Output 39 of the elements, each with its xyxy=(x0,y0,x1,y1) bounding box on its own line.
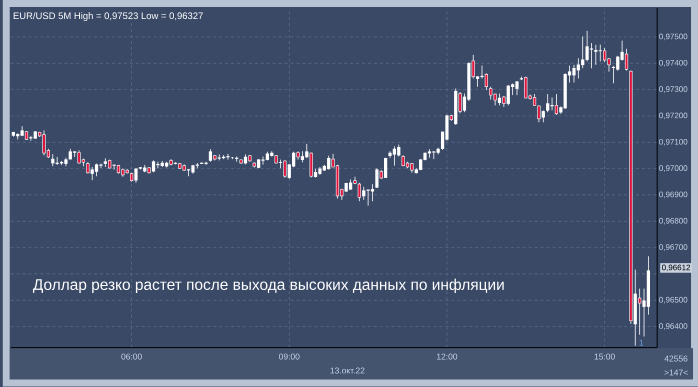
x-tick-label: 15:00 xyxy=(594,353,615,360)
text: >147< xyxy=(664,369,688,376)
candlestick xyxy=(42,130,46,156)
candlestick xyxy=(208,148,212,162)
candlestick xyxy=(554,93,558,116)
candlestick xyxy=(498,92,502,106)
candlestick xyxy=(402,154,405,166)
candlestick xyxy=(532,93,536,106)
candlestick xyxy=(397,144,400,157)
x-tick-label: 06:00 xyxy=(121,353,142,360)
candlestick xyxy=(484,72,488,90)
candlestick xyxy=(77,150,81,164)
text: 42556 xyxy=(664,355,688,362)
candlestick xyxy=(515,80,519,96)
candlestick xyxy=(550,96,554,111)
candlestick xyxy=(537,104,541,122)
candlestick xyxy=(590,42,594,68)
candlestick xyxy=(244,154,248,165)
candlestick xyxy=(542,110,545,122)
candlestick xyxy=(616,55,620,71)
candlestick xyxy=(370,183,374,202)
candlestick xyxy=(261,156,265,165)
candlestick xyxy=(283,160,287,178)
candlestick xyxy=(152,160,156,172)
candlestick xyxy=(546,93,550,112)
candlestick xyxy=(572,64,576,83)
candlestick xyxy=(99,162,103,168)
candlestick xyxy=(300,150,304,162)
x-tick-label: 09:00 xyxy=(279,353,300,360)
candlestick xyxy=(428,148,432,158)
annotation: Доллар резко растет после выхода высоких данных по инфляции xyxy=(32,278,504,293)
text: 13.окт.22 xyxy=(330,367,364,374)
candlestick xyxy=(186,168,190,176)
chart-title: EUR/USD 5M High = 0,97523 Low = 0,96327 xyxy=(14,12,203,21)
candlestick xyxy=(134,168,138,183)
x-tick-label: 12:00 xyxy=(436,353,458,360)
candlestick xyxy=(94,162,98,176)
annotation: 1 xyxy=(640,340,644,346)
candlestick xyxy=(624,48,628,71)
